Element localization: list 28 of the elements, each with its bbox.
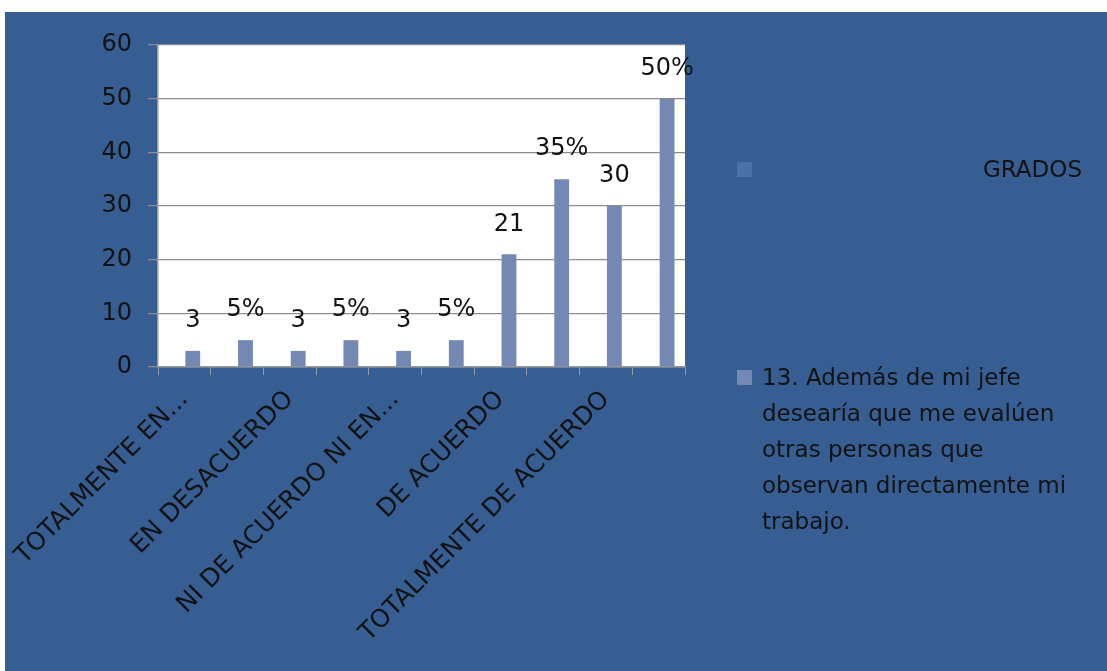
bar: [606, 206, 622, 367]
y-tick-label: 60: [101, 29, 132, 58]
data-label: 30: [599, 160, 630, 189]
y-tick-label: 40: [101, 136, 132, 165]
data-label: 3: [290, 305, 306, 334]
data-label: 35%: [535, 133, 589, 162]
bar: [396, 350, 411, 367]
data-label: 5%: [226, 294, 265, 323]
bar: [659, 98, 675, 367]
text: GRADOS: [982, 155, 1082, 184]
y-tick-label: 30: [101, 190, 132, 219]
y-tick-label: 0: [116, 351, 132, 380]
data-label: 21: [493, 208, 525, 237]
bar: [238, 340, 253, 367]
bar: [448, 340, 464, 367]
bar: [554, 179, 570, 367]
y-tick-label: 20: [101, 243, 132, 272]
y-tick-label: 50: [101, 82, 132, 111]
data-label: 5%: [437, 294, 476, 323]
legend-label: 13. Además de mi jefe desearía que me evalúen otras personas que observan directamente mi trabajo.: [762, 363, 1068, 536]
y-tick-label: 10: [101, 297, 132, 326]
bar: [343, 340, 359, 367]
data-label: 5%: [331, 294, 370, 323]
bar: [501, 254, 517, 367]
data-label: 3: [185, 305, 201, 334]
data-label: 3: [395, 305, 412, 334]
bar: [185, 350, 201, 367]
bar: [290, 350, 306, 367]
